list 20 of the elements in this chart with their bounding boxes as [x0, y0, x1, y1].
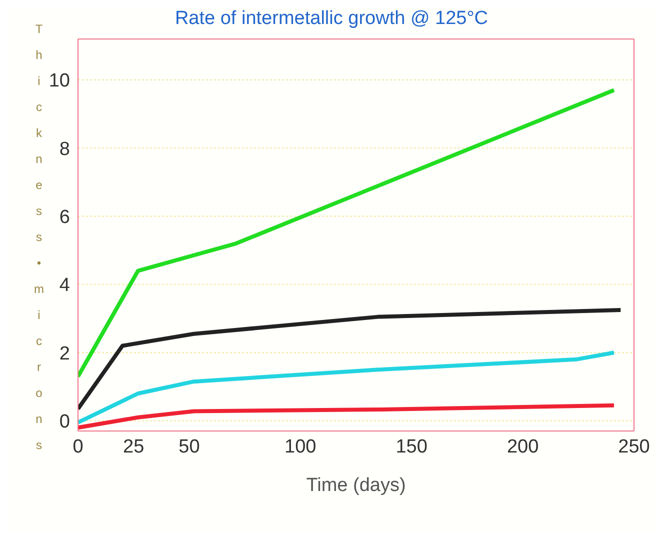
y-tick-label: 4	[59, 275, 70, 296]
x-tick-label: 200	[506, 436, 539, 458]
text: Thickness • microns	[34, 22, 44, 452]
x-tick-label: 25	[123, 436, 144, 458]
chart-title: Rate of intermetallic growth @ 125°C	[174, 8, 488, 29]
x-axis-title: Time (days)	[306, 475, 406, 496]
y-tick-label: 2	[59, 343, 70, 364]
x-tick-label: 0	[72, 436, 84, 458]
y-tick-label: 0	[59, 412, 70, 433]
y-tick-label: 8	[59, 138, 70, 160]
x-tick-label: 150	[396, 436, 428, 458]
x-tick-label: 100	[284, 436, 316, 458]
x-tick-label: 250	[618, 436, 650, 458]
x-tick-label: 50	[178, 436, 200, 458]
y-tick-label: 6	[59, 206, 70, 228]
line-series	[78, 350, 616, 424]
y-tick-label: 10	[48, 70, 70, 92]
line-series	[78, 403, 616, 430]
line-series	[78, 308, 623, 411]
line-series	[78, 88, 616, 378]
